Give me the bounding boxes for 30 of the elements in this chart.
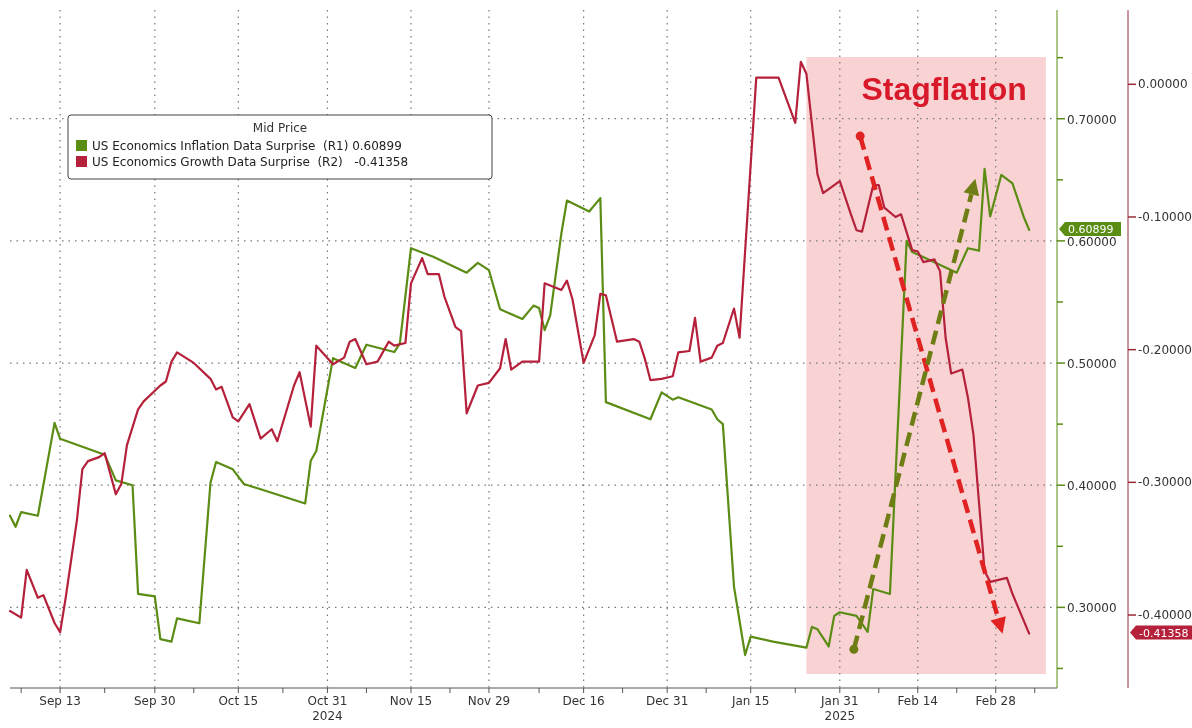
y-tick-label: 0.40000	[1067, 479, 1117, 494]
x-tick-label: Nov 15	[389, 694, 433, 708]
x-tick-label: Oct 15	[218, 694, 259, 708]
x-tick-label: Oct 31 2024	[307, 694, 348, 723]
text: -0.41358	[1139, 626, 1189, 640]
y-tick-label: 0.30000	[1067, 601, 1117, 616]
x-tick-label: Sep 30	[133, 694, 176, 708]
legend-title: Mid Price	[252, 121, 308, 135]
x-tick-label: Jan 31 2025	[820, 694, 859, 723]
x-tick-label: Dec 31	[646, 694, 689, 708]
legend-label: US Economics Growth Data Surprise (R2) -0.41358	[92, 155, 409, 169]
y2-tick-label: -0.30000	[1138, 475, 1192, 490]
legend-label: US Economics Inflation Data Surprise (R1) 0.60899	[92, 139, 402, 153]
y-tick-label: 0.50000	[1067, 357, 1117, 372]
y-tick-label: 0.70000	[1067, 112, 1117, 127]
y2-tick-label: -0.10000	[1138, 209, 1192, 224]
x-tick-label: Sep 13	[39, 694, 81, 708]
x-tick-label: Feb 14	[897, 694, 938, 708]
y2-tick-label: -0.20000	[1138, 342, 1192, 357]
y-tick-label: 0.60000	[1067, 234, 1117, 249]
y2-tick-label: 0.00000	[1138, 77, 1188, 92]
line-series	[8, 167, 1031, 657]
text: 0.60899	[1068, 222, 1114, 236]
x-tick-label: Jan 15	[730, 694, 770, 708]
x-tick-label: Dec 16	[562, 694, 605, 708]
y2-tick-label: -0.40000	[1138, 608, 1192, 623]
x-tick-label: Feb 28	[975, 694, 1016, 708]
x-tick-label: Nov 29	[467, 694, 511, 708]
line-series	[8, 60, 1031, 635]
band-label: Stagflation	[861, 71, 1027, 107]
